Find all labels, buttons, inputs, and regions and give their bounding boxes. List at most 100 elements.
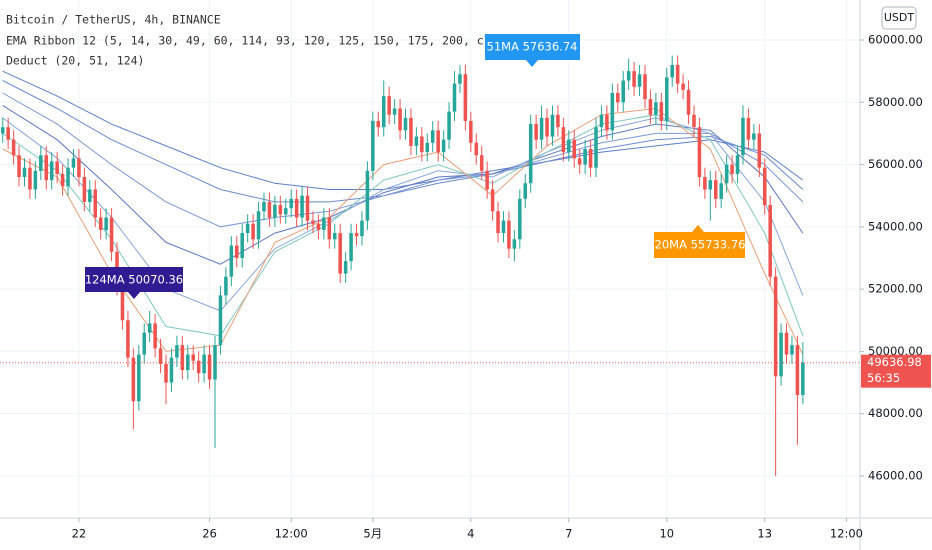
candle-body [784, 332, 789, 355]
candle-body [104, 217, 108, 230]
candle-body [539, 117, 544, 140]
annotation-20ma [654, 225, 745, 258]
candle-body [768, 205, 772, 277]
currency-button[interactable] [881, 6, 917, 30]
candle-body [616, 92, 620, 103]
candle-body [594, 127, 598, 168]
candle-body [360, 220, 364, 237]
candle-body [213, 345, 217, 380]
candle-body [218, 295, 223, 346]
candle-body [599, 114, 604, 128]
candle-body [322, 217, 326, 230]
candle-body [186, 354, 190, 371]
candle-body [98, 217, 103, 230]
candle-body [153, 323, 157, 349]
candle-body [191, 354, 195, 361]
countdown: 56:35 [867, 371, 900, 385]
candle-body [224, 276, 228, 296]
candle-body [262, 201, 266, 212]
candle-body [137, 354, 141, 402]
candle-body [147, 323, 152, 333]
candle-body [349, 233, 353, 262]
candle-body [795, 345, 800, 396]
candle-body [109, 217, 114, 252]
candle-body [708, 180, 713, 190]
candle-body [577, 158, 582, 165]
candle-body [289, 198, 293, 209]
candle-body [523, 183, 528, 199]
candle-body [267, 201, 272, 218]
candle-body [762, 167, 767, 206]
candle-body [256, 211, 261, 240]
y-tick-label: 50000.00 [868, 344, 923, 358]
candle-body [392, 108, 397, 115]
candle-body [654, 102, 658, 115]
candle-body [556, 114, 560, 128]
candle-body [741, 117, 745, 156]
candle-body [245, 223, 250, 234]
candle-body [621, 80, 625, 103]
candle-body [436, 130, 440, 153]
candle-body [501, 220, 506, 234]
ema-line [2, 117, 804, 312]
candle-body [425, 142, 430, 153]
candle-body [175, 345, 179, 358]
candle-body [735, 155, 740, 174]
candle-body [300, 195, 304, 218]
candle-body [131, 357, 136, 402]
candle-body [572, 139, 577, 159]
candle-body [447, 111, 451, 140]
candle-body [354, 233, 359, 237]
candle-body [77, 158, 81, 178]
candle-body [66, 167, 70, 187]
x-tick-label: 7 [565, 527, 572, 541]
candle-body [88, 189, 92, 202]
x-tick-label: 13 [757, 527, 772, 541]
candle-body [169, 357, 174, 383]
candle-body [583, 149, 587, 165]
candle-body [692, 114, 696, 128]
indicator-deduct: Deduct (20, 51, 124) [6, 54, 144, 68]
candle-body [681, 83, 685, 90]
candle-body [790, 345, 794, 355]
candle-body [158, 348, 163, 364]
candle-body [332, 233, 337, 240]
candle-body [637, 74, 642, 87]
candle-body [430, 130, 435, 143]
candle-body [327, 217, 332, 240]
candle-body [773, 276, 778, 377]
candle-body [686, 89, 691, 115]
candle-body [33, 170, 38, 190]
candle-body [207, 354, 212, 380]
candle-body [496, 211, 500, 234]
candle-body [463, 74, 468, 121]
candle-body [278, 205, 283, 215]
candle-body [338, 233, 342, 274]
annotation-51ma [485, 34, 580, 67]
candle-body [479, 155, 484, 171]
candle-body [605, 114, 609, 131]
candle-body [387, 96, 391, 115]
candle-body [458, 74, 462, 84]
currency[interactable]: USDT [884, 11, 915, 24]
candle-body [235, 245, 239, 258]
candle-body [82, 177, 87, 202]
candle-body [251, 223, 255, 240]
candle-body [507, 220, 511, 249]
candle-body [441, 139, 446, 153]
last-price-box [861, 354, 931, 388]
ribbon [2, 70, 804, 355]
candle-body [528, 124, 533, 184]
candle-body [202, 354, 206, 374]
candle-body [93, 189, 98, 218]
candle-body [6, 127, 10, 140]
x-tick-label: 5月 [363, 527, 382, 541]
annotation-124ma-text: 124MA 50070.36 [85, 273, 183, 287]
y-tick-label: 48000.00 [868, 406, 923, 420]
candle-body [632, 71, 636, 87]
candle-body [120, 286, 125, 321]
candle-body [801, 362, 805, 396]
candle-body [659, 102, 664, 121]
